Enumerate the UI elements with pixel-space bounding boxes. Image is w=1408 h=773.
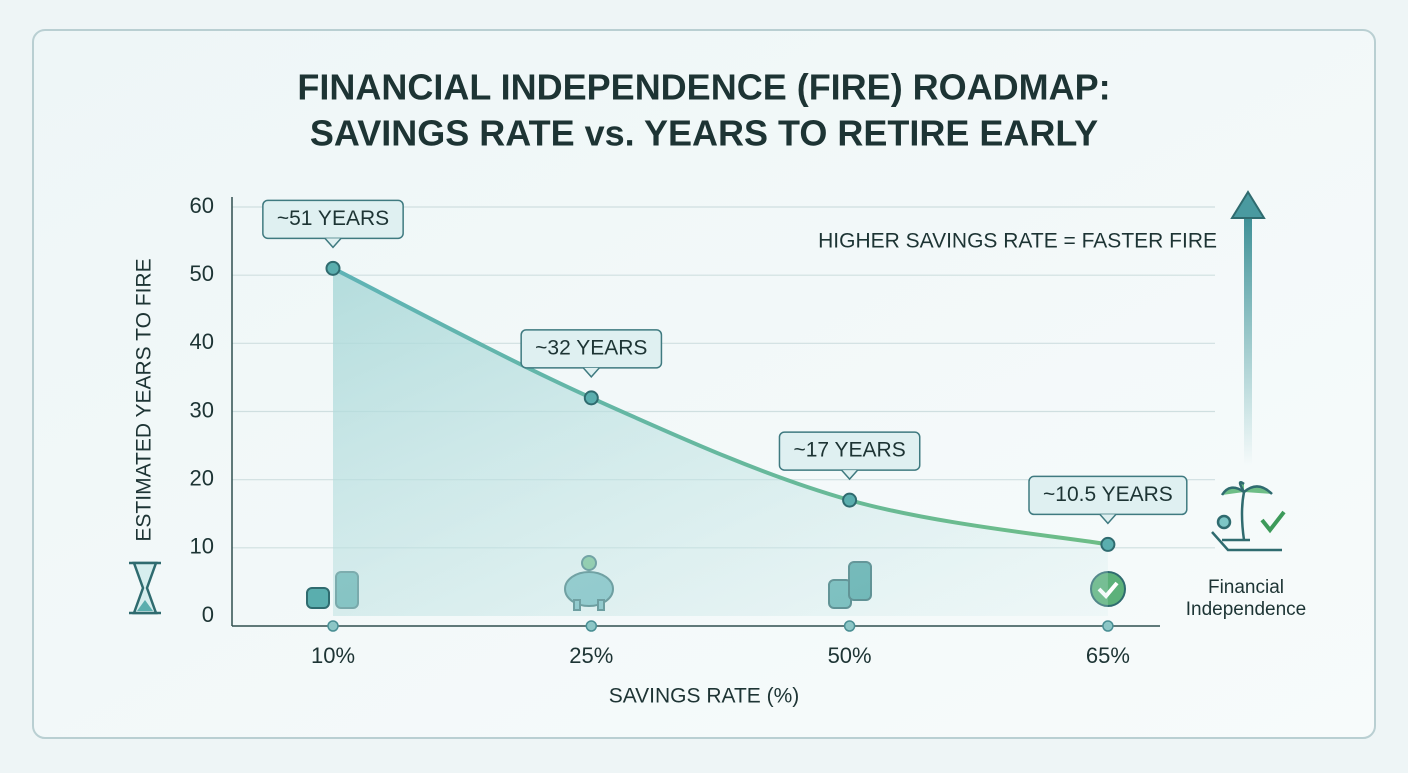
callout: ~51 YEARS (262, 199, 404, 249)
y-tick-label: 40 (190, 329, 214, 354)
y-axis-label: ESTIMATED YEARS TO FIRE (133, 258, 156, 541)
x-tick-dot (843, 620, 856, 632)
x-axis-label: SAVINGS RATE (%) (609, 685, 800, 708)
y-tick-label: 20 (190, 465, 214, 490)
callout: ~32 YEARS (520, 329, 663, 378)
area (333, 268, 1108, 616)
annotation: HIGHER SAVINGS RATE = FASTER FIRE (818, 230, 1217, 253)
point (325, 260, 341, 276)
y-tick-label: 10 (190, 534, 214, 559)
value-label: ~10.5 YEARS (1043, 483, 1173, 506)
line (332, 266, 1109, 547)
callout-pointer (582, 367, 600, 378)
callout: ~10.5 YEARS (1028, 475, 1188, 525)
goal-label: Independence (1186, 599, 1306, 620)
x-tick-dot (585, 620, 598, 632)
x-tick-dot (327, 620, 339, 632)
point (842, 492, 858, 508)
value-label: ~17 YEARS (793, 439, 905, 462)
y-tick-label: 50 (190, 261, 214, 286)
callout-pointer (324, 237, 342, 249)
x-tick-label: 10% (311, 643, 355, 668)
y-tick-label: 30 (190, 397, 214, 422)
value-label: ~51 YEARS (277, 207, 389, 230)
goal-label: Financial (1208, 577, 1284, 598)
arrow-icon (1230, 190, 1266, 465)
callout-pointer (1099, 513, 1117, 525)
x-tick-label: 50% (828, 643, 872, 668)
callout-pointer (841, 469, 859, 481)
point (583, 390, 599, 406)
point (1100, 536, 1116, 552)
x-tick-dot (1102, 620, 1114, 632)
chart-title: SAVINGS RATE vs. YEARS TO RETIRE EARLY (310, 113, 1098, 154)
x-tick-label: 25% (569, 643, 613, 668)
hourglass-icon (129, 561, 161, 615)
x-tick-label: 65% (1086, 643, 1130, 668)
value-label: ~32 YEARS (535, 336, 647, 359)
beach-icon (1211, 481, 1286, 552)
chart-title: FINANCIAL INDEPENDENCE (FIRE) ROADMAP: (297, 67, 1110, 108)
callout: ~17 YEARS (778, 431, 921, 481)
y-tick-label: 60 (190, 193, 214, 218)
y-tick-label: 0 (202, 602, 214, 627)
